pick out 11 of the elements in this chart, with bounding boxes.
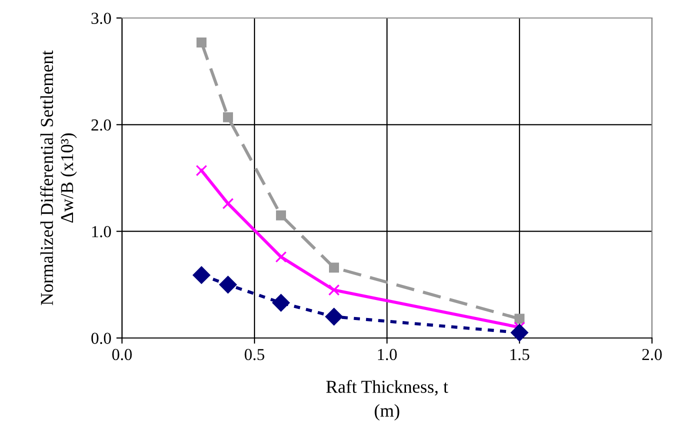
y-axis-title: Normalized Differential Settlement Δw/B (x10³) xyxy=(40,50,77,306)
y-tick-label: 2.0 xyxy=(91,119,111,131)
x-tick-label: 0.0 xyxy=(112,348,132,360)
x-tick-label: 2.0 xyxy=(642,348,662,360)
y-tick-label: 0.0 xyxy=(91,332,111,344)
x-tick-label: 0.5 xyxy=(244,348,264,360)
y-tick-label: 3.0 xyxy=(92,12,111,24)
x-tick-label: 1.0 xyxy=(378,348,397,360)
x-tick-label: 1.5 xyxy=(510,348,530,360)
y-tick-label: 1.0 xyxy=(92,226,111,238)
x-axis-title: Raft Thickness, t (m) xyxy=(326,380,448,420)
